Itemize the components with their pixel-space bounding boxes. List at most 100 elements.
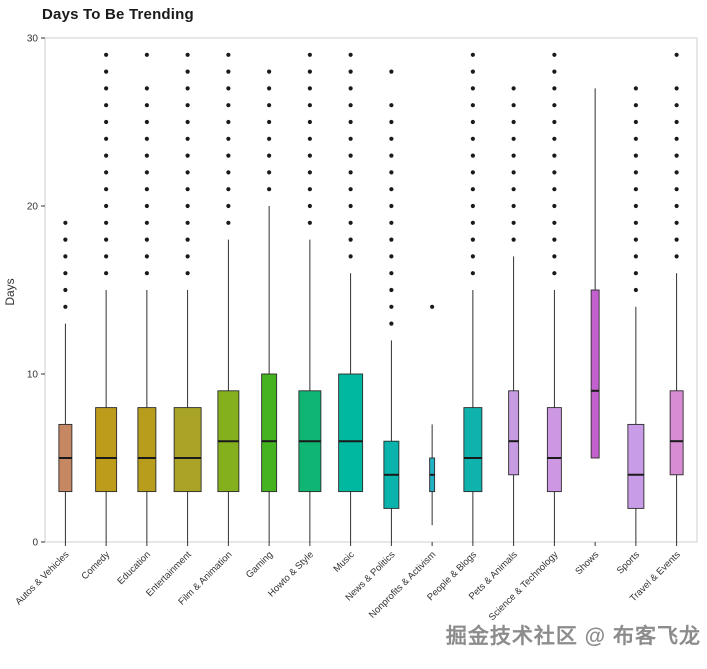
outlier-dot: [389, 103, 394, 108]
box: [338, 373, 364, 493]
outlier-dot: [104, 86, 109, 91]
outlier-dot: [226, 187, 231, 192]
outlier-dot: [267, 170, 272, 175]
outlier-dot: [267, 86, 272, 91]
outlier-dot: [307, 187, 312, 192]
outlier-dot: [348, 52, 353, 57]
outlier-dot: [185, 237, 190, 242]
outlier-dot: [104, 136, 109, 141]
outlier-dot: [633, 271, 638, 276]
outlier-dot: [633, 153, 638, 158]
outlier-dot: [267, 136, 272, 141]
outlier-dot: [470, 119, 475, 125]
outlier-dot: [63, 304, 68, 309]
y-axis-label: Days: [3, 278, 17, 306]
outlier-dot: [63, 254, 68, 259]
outlier-dot: [552, 69, 557, 74]
outlier-dot: [674, 52, 679, 57]
outlier-dot: [674, 220, 679, 225]
outlier-dot: [470, 69, 475, 74]
outlier-dot: [674, 237, 679, 242]
outlier-dot: [552, 170, 557, 175]
box: [669, 390, 684, 476]
outlier-dot: [552, 52, 557, 57]
outlier-dot: [389, 153, 394, 158]
box: [463, 407, 483, 493]
outlier-dot: [185, 187, 190, 192]
outlier-dot: [226, 52, 231, 57]
outlier-dot: [348, 153, 353, 158]
outlier-dot: [633, 203, 638, 209]
outlier-dot: [470, 170, 475, 175]
outlier-dot: [185, 254, 190, 259]
outlier-dot: [185, 220, 190, 225]
outlier-dot: [389, 119, 394, 125]
outlier-dot: [511, 119, 516, 125]
outlier-dot: [633, 254, 638, 259]
outlier-dot: [348, 254, 353, 259]
outlier-dot: [185, 86, 190, 91]
outlier-dot: [267, 153, 272, 158]
outlier-dot: [389, 136, 394, 141]
outlier-dot: [185, 69, 190, 74]
box: [590, 289, 600, 459]
outlier-dot: [144, 220, 149, 225]
outlier-dot: [470, 254, 475, 259]
box: [261, 373, 278, 493]
box: [95, 407, 118, 493]
outlier-dot: [389, 271, 394, 276]
outlier-dot: [63, 237, 68, 242]
outlier-dot: [633, 136, 638, 141]
x-tick-label: Gaming: [244, 549, 275, 580]
outlier-dot: [104, 271, 109, 276]
outlier-dot: [307, 119, 312, 125]
box: [173, 407, 202, 493]
outlier-dot: [104, 220, 109, 225]
outlier-dot: [63, 271, 68, 276]
outlier-dot: [674, 170, 679, 175]
outlier-dot: [389, 187, 394, 192]
outlier-dot: [511, 136, 516, 141]
outlier-dot: [633, 86, 638, 91]
outlier-dot: [144, 103, 149, 108]
outlier-dot: [226, 69, 231, 74]
outlier-dot: [226, 153, 231, 158]
x-tick-label: Comedy: [79, 549, 112, 582]
outlier-dot: [348, 237, 353, 242]
outlier-dot: [511, 220, 516, 225]
outlier-dot: [511, 86, 516, 91]
outlier-dot: [552, 136, 557, 141]
chart-title: Days To Be Trending: [42, 6, 194, 23]
outlier-dot: [348, 103, 353, 108]
outlier-dot: [226, 220, 231, 225]
y-tick-label: 20: [27, 202, 39, 213]
outlier-dot: [470, 271, 475, 276]
outlier-dot: [389, 220, 394, 225]
x-tick-label: Education: [115, 549, 153, 587]
x-tick-label: Music: [331, 549, 356, 574]
outlier-dot: [144, 119, 149, 125]
outlier-dot: [674, 119, 679, 125]
outlier-dot: [267, 119, 272, 125]
outlier-dot: [104, 170, 109, 175]
outlier-dot: [226, 136, 231, 141]
outlier-dot: [267, 69, 272, 74]
y-tick-label: 10: [27, 370, 39, 381]
outlier-dot: [633, 187, 638, 192]
y-tick-label: 0: [32, 538, 38, 549]
outlier-dot: [307, 170, 312, 175]
outlier-dot: [307, 136, 312, 141]
outlier-dot: [348, 119, 353, 125]
box: [508, 390, 520, 476]
outlier-dot: [552, 254, 557, 259]
outlier-dot: [389, 321, 394, 326]
box: [546, 407, 562, 493]
outlier-dot: [144, 153, 149, 158]
outlier-dot: [104, 153, 109, 158]
outlier-dot: [144, 254, 149, 259]
outlier-dot: [389, 170, 394, 175]
watermark-text: 掘金技术社区 @ 布客飞龙: [445, 625, 701, 648]
outlier-dot: [674, 86, 679, 91]
